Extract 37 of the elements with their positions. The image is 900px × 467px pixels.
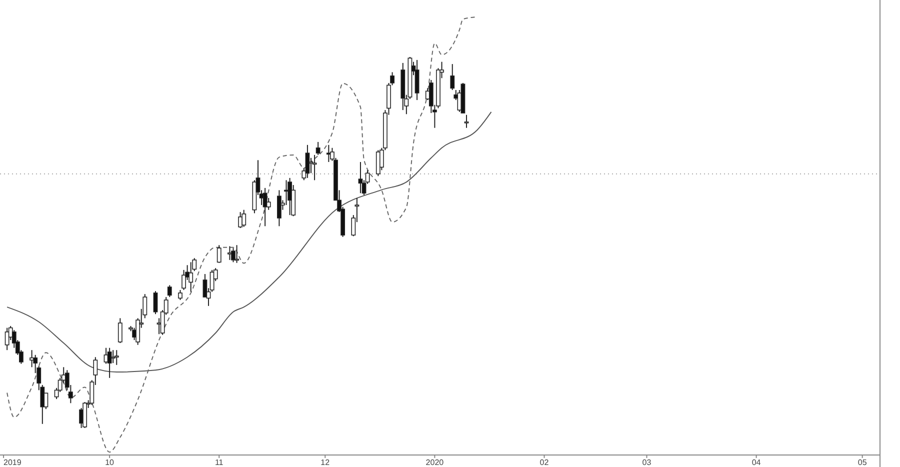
candlestick bbox=[276, 190, 282, 227]
candlestick bbox=[266, 197, 271, 210]
candlestick bbox=[242, 209, 246, 228]
candlestick bbox=[216, 244, 222, 264]
x-tick-label: 2019 bbox=[4, 458, 22, 467]
x-tick-label: 11 bbox=[214, 458, 224, 467]
candlestick bbox=[153, 290, 158, 315]
x-tick-label: 2020 bbox=[426, 458, 444, 467]
candlestick bbox=[312, 154, 317, 181]
candlestick bbox=[188, 262, 194, 292]
candlestick bbox=[358, 161, 363, 194]
x-tick-label: 12 bbox=[320, 458, 330, 467]
candlestick bbox=[414, 59, 420, 101]
x-tick-label: 03 bbox=[642, 458, 652, 467]
x-tick-label: 10 bbox=[105, 458, 115, 467]
candlestick bbox=[450, 64, 455, 91]
candlestick bbox=[182, 269, 186, 290]
candlestick bbox=[228, 246, 232, 260]
candlestick bbox=[231, 248, 236, 263]
candlestick bbox=[118, 318, 122, 344]
candlestick bbox=[262, 187, 268, 227]
candlestick bbox=[464, 114, 469, 128]
x-tick-label: 05 bbox=[858, 458, 868, 467]
candlestick bbox=[82, 402, 88, 428]
candlestick bbox=[316, 141, 320, 156]
candlestick bbox=[234, 244, 239, 264]
x-tick-label: 04 bbox=[752, 458, 762, 467]
x-tick-label: 02 bbox=[540, 458, 550, 467]
candlestick bbox=[305, 144, 310, 178]
candlestick bbox=[288, 177, 292, 216]
candlestick bbox=[4, 327, 10, 351]
candlestick bbox=[167, 284, 172, 298]
candlestick bbox=[107, 347, 112, 378]
candlestick bbox=[110, 350, 116, 364]
candlestick bbox=[178, 289, 182, 301]
candlestick bbox=[326, 144, 331, 162]
candlestick bbox=[114, 350, 119, 366]
